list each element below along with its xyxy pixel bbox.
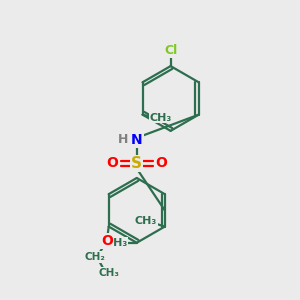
Text: O: O — [107, 156, 118, 170]
Text: O: O — [101, 234, 113, 248]
Text: H: H — [118, 133, 129, 146]
Text: N: N — [131, 133, 142, 147]
Text: CH₂: CH₂ — [84, 252, 105, 262]
Text: Cl: Cl — [164, 44, 177, 57]
Text: CH₃: CH₃ — [134, 216, 157, 226]
Text: CH₃: CH₃ — [98, 268, 119, 278]
Text: O: O — [155, 156, 167, 170]
Text: S: S — [131, 156, 142, 171]
Text: CH₃: CH₃ — [150, 112, 172, 123]
Text: CH₃: CH₃ — [105, 238, 127, 248]
